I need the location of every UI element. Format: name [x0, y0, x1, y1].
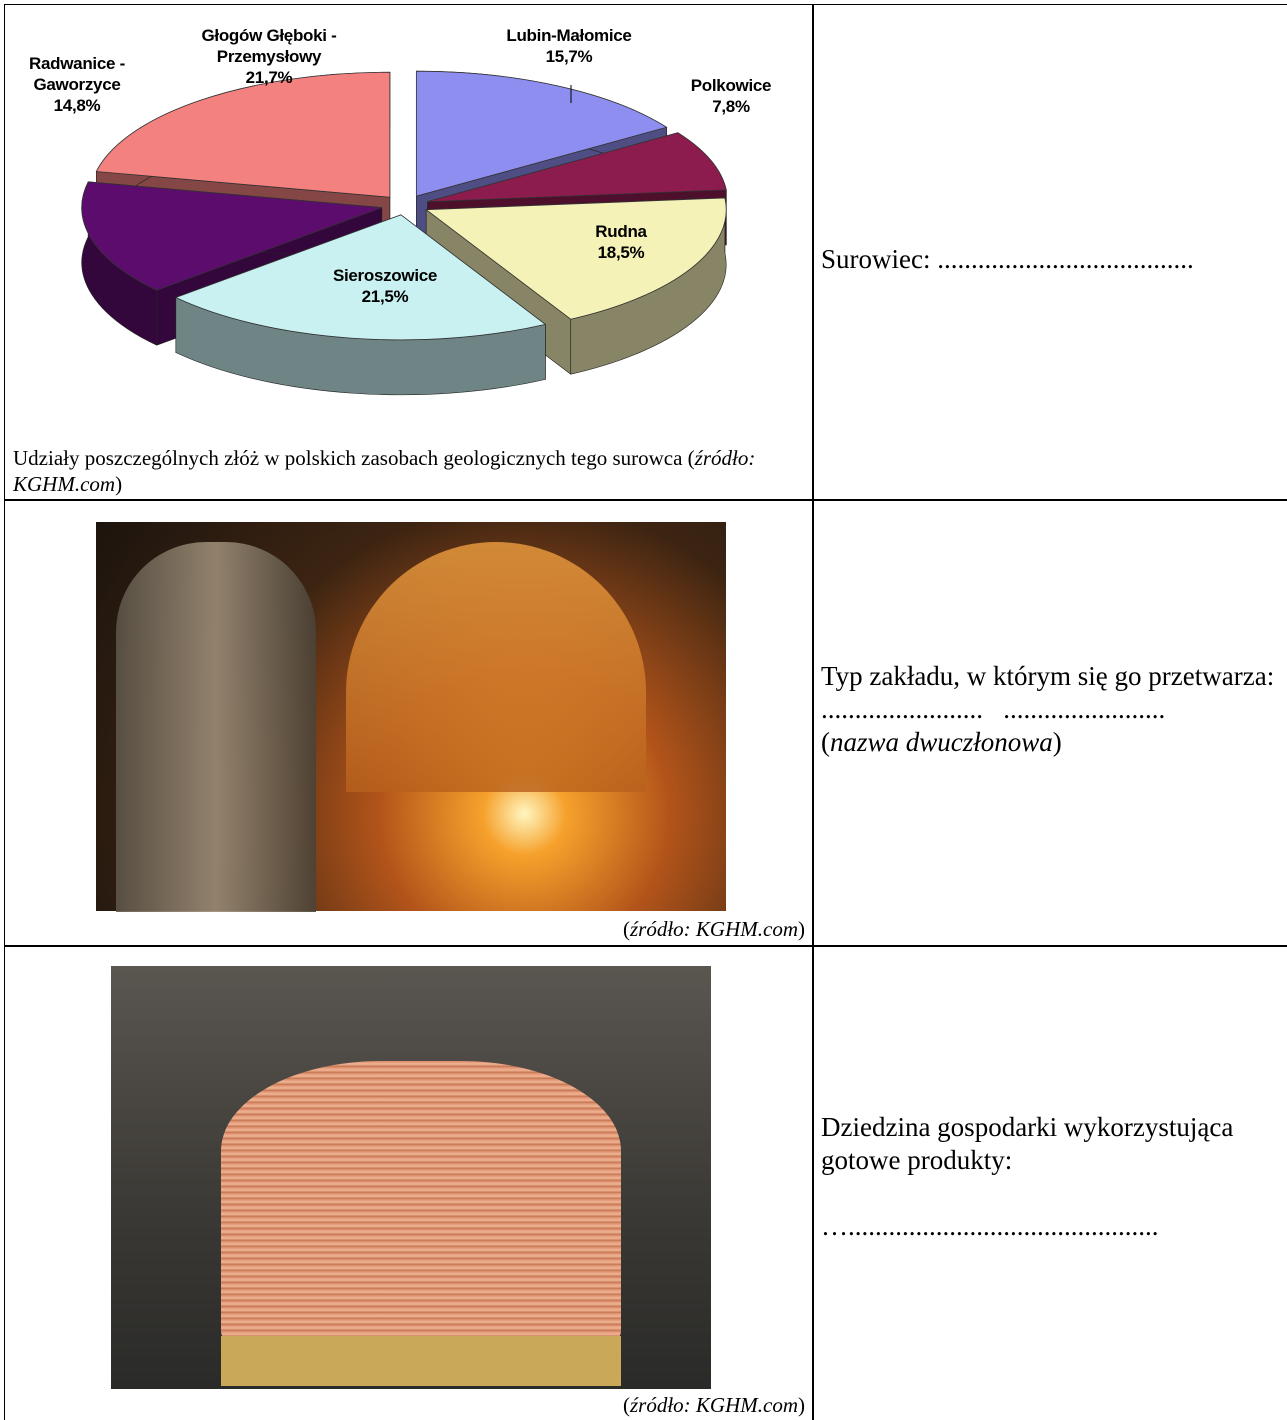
note-prefix: (	[821, 727, 830, 757]
answer-dots: ........................ ...............…	[821, 694, 1166, 724]
photo-detail	[221, 1061, 621, 1361]
answer-text: Dziedzina gospodarki wykorzystująca goto…	[821, 1112, 1234, 1175]
slice-label: Głogów Głęboki - Przemysłowy 21,7%	[184, 25, 354, 88]
slice-value: 15,7%	[545, 47, 593, 66]
source: źródło: KGHM.com	[630, 1393, 798, 1417]
cell: Surowiec: ..............................…	[812, 4, 1287, 501]
slice-name: Radwanice - Gaworzyce	[29, 54, 125, 94]
caption: (źródło: KGHM.com)	[623, 916, 805, 942]
photo-detail	[116, 542, 316, 912]
note: nazwa dwuczłonowa	[830, 727, 1053, 757]
answer: Typ zakładu, w którym się go przetwarza:…	[821, 660, 1276, 759]
slice-label: Lubin-Małomice 15,7%	[489, 25, 649, 67]
note-suffix: )	[1052, 727, 1062, 757]
cell: (źródło: KGHM.com)	[4, 945, 814, 1420]
slice-name: Sieroszowice	[332, 266, 438, 285]
answer-dots: ….......................................…	[821, 1211, 1159, 1241]
answer: Dziedzina gospodarki wykorzystująca goto…	[821, 1111, 1276, 1243]
cell: Lubin-Małomice 15,7% Polkowice 7,8% Rudna 18,…	[4, 4, 814, 501]
answer-text: Typ zakładu, w którym się go przetwarza:	[821, 661, 1275, 691]
caption: (źródło: KGHM.com)	[623, 1392, 805, 1418]
slice-value: 18,5%	[597, 243, 645, 262]
slice-label: Radwanice - Gaworzyce 14,8%	[5, 53, 162, 116]
answer-note: (nazwa dwuczłonowa)	[821, 726, 1276, 759]
caption-prefix: (	[623, 917, 630, 941]
slice-value: 7,8%	[712, 97, 750, 116]
answer: Surowiec: ..............................…	[821, 244, 1194, 274]
slice-value: 14,8%	[53, 96, 101, 115]
source: źródło: KGHM.com	[630, 917, 798, 941]
caption-text: Udziały poszczególnych złóż w polskich z…	[13, 446, 695, 470]
slice-name: Polkowice	[690, 76, 772, 95]
slice-label: Polkowice 7,8%	[651, 75, 811, 117]
cell: (źródło: KGHM.com)	[4, 499, 814, 947]
wire-photo	[111, 966, 711, 1389]
slice-name: Lubin-Małomice	[506, 26, 632, 45]
photo-detail	[346, 542, 646, 792]
slice-label: Sieroszowice 21,5%	[305, 265, 465, 307]
source: źródło: KGHM.com	[13, 446, 756, 496]
caption-prefix: (	[623, 1393, 630, 1417]
slice	[81, 181, 382, 291]
slice-label: Rudna 18,5%	[541, 221, 701, 263]
slice-value: 21,7%	[245, 68, 293, 87]
slice-name: Głogów Głęboki - Przemysłowy	[201, 26, 337, 66]
slice	[415, 70, 668, 197]
photo-detail	[221, 1336, 621, 1386]
caption: Udziały poszczególnych złóż w polskich z…	[13, 445, 793, 497]
slice-value: 21,5%	[361, 287, 409, 306]
slice	[427, 132, 727, 203]
furnace-photo	[96, 522, 726, 912]
slice	[174, 214, 547, 341]
cell: Dziedzina gospodarki wykorzystująca goto…	[812, 945, 1287, 1420]
slice-name: Rudna	[595, 222, 647, 241]
caption-suffix: )	[798, 1393, 805, 1417]
slice	[95, 71, 391, 198]
cell: Typ zakładu, w którym się go przetwarza:…	[812, 499, 1287, 947]
caption-suffix: )	[115, 472, 123, 496]
caption-suffix: )	[798, 917, 805, 941]
pie-chart	[81, 70, 727, 396]
slice	[425, 197, 727, 320]
